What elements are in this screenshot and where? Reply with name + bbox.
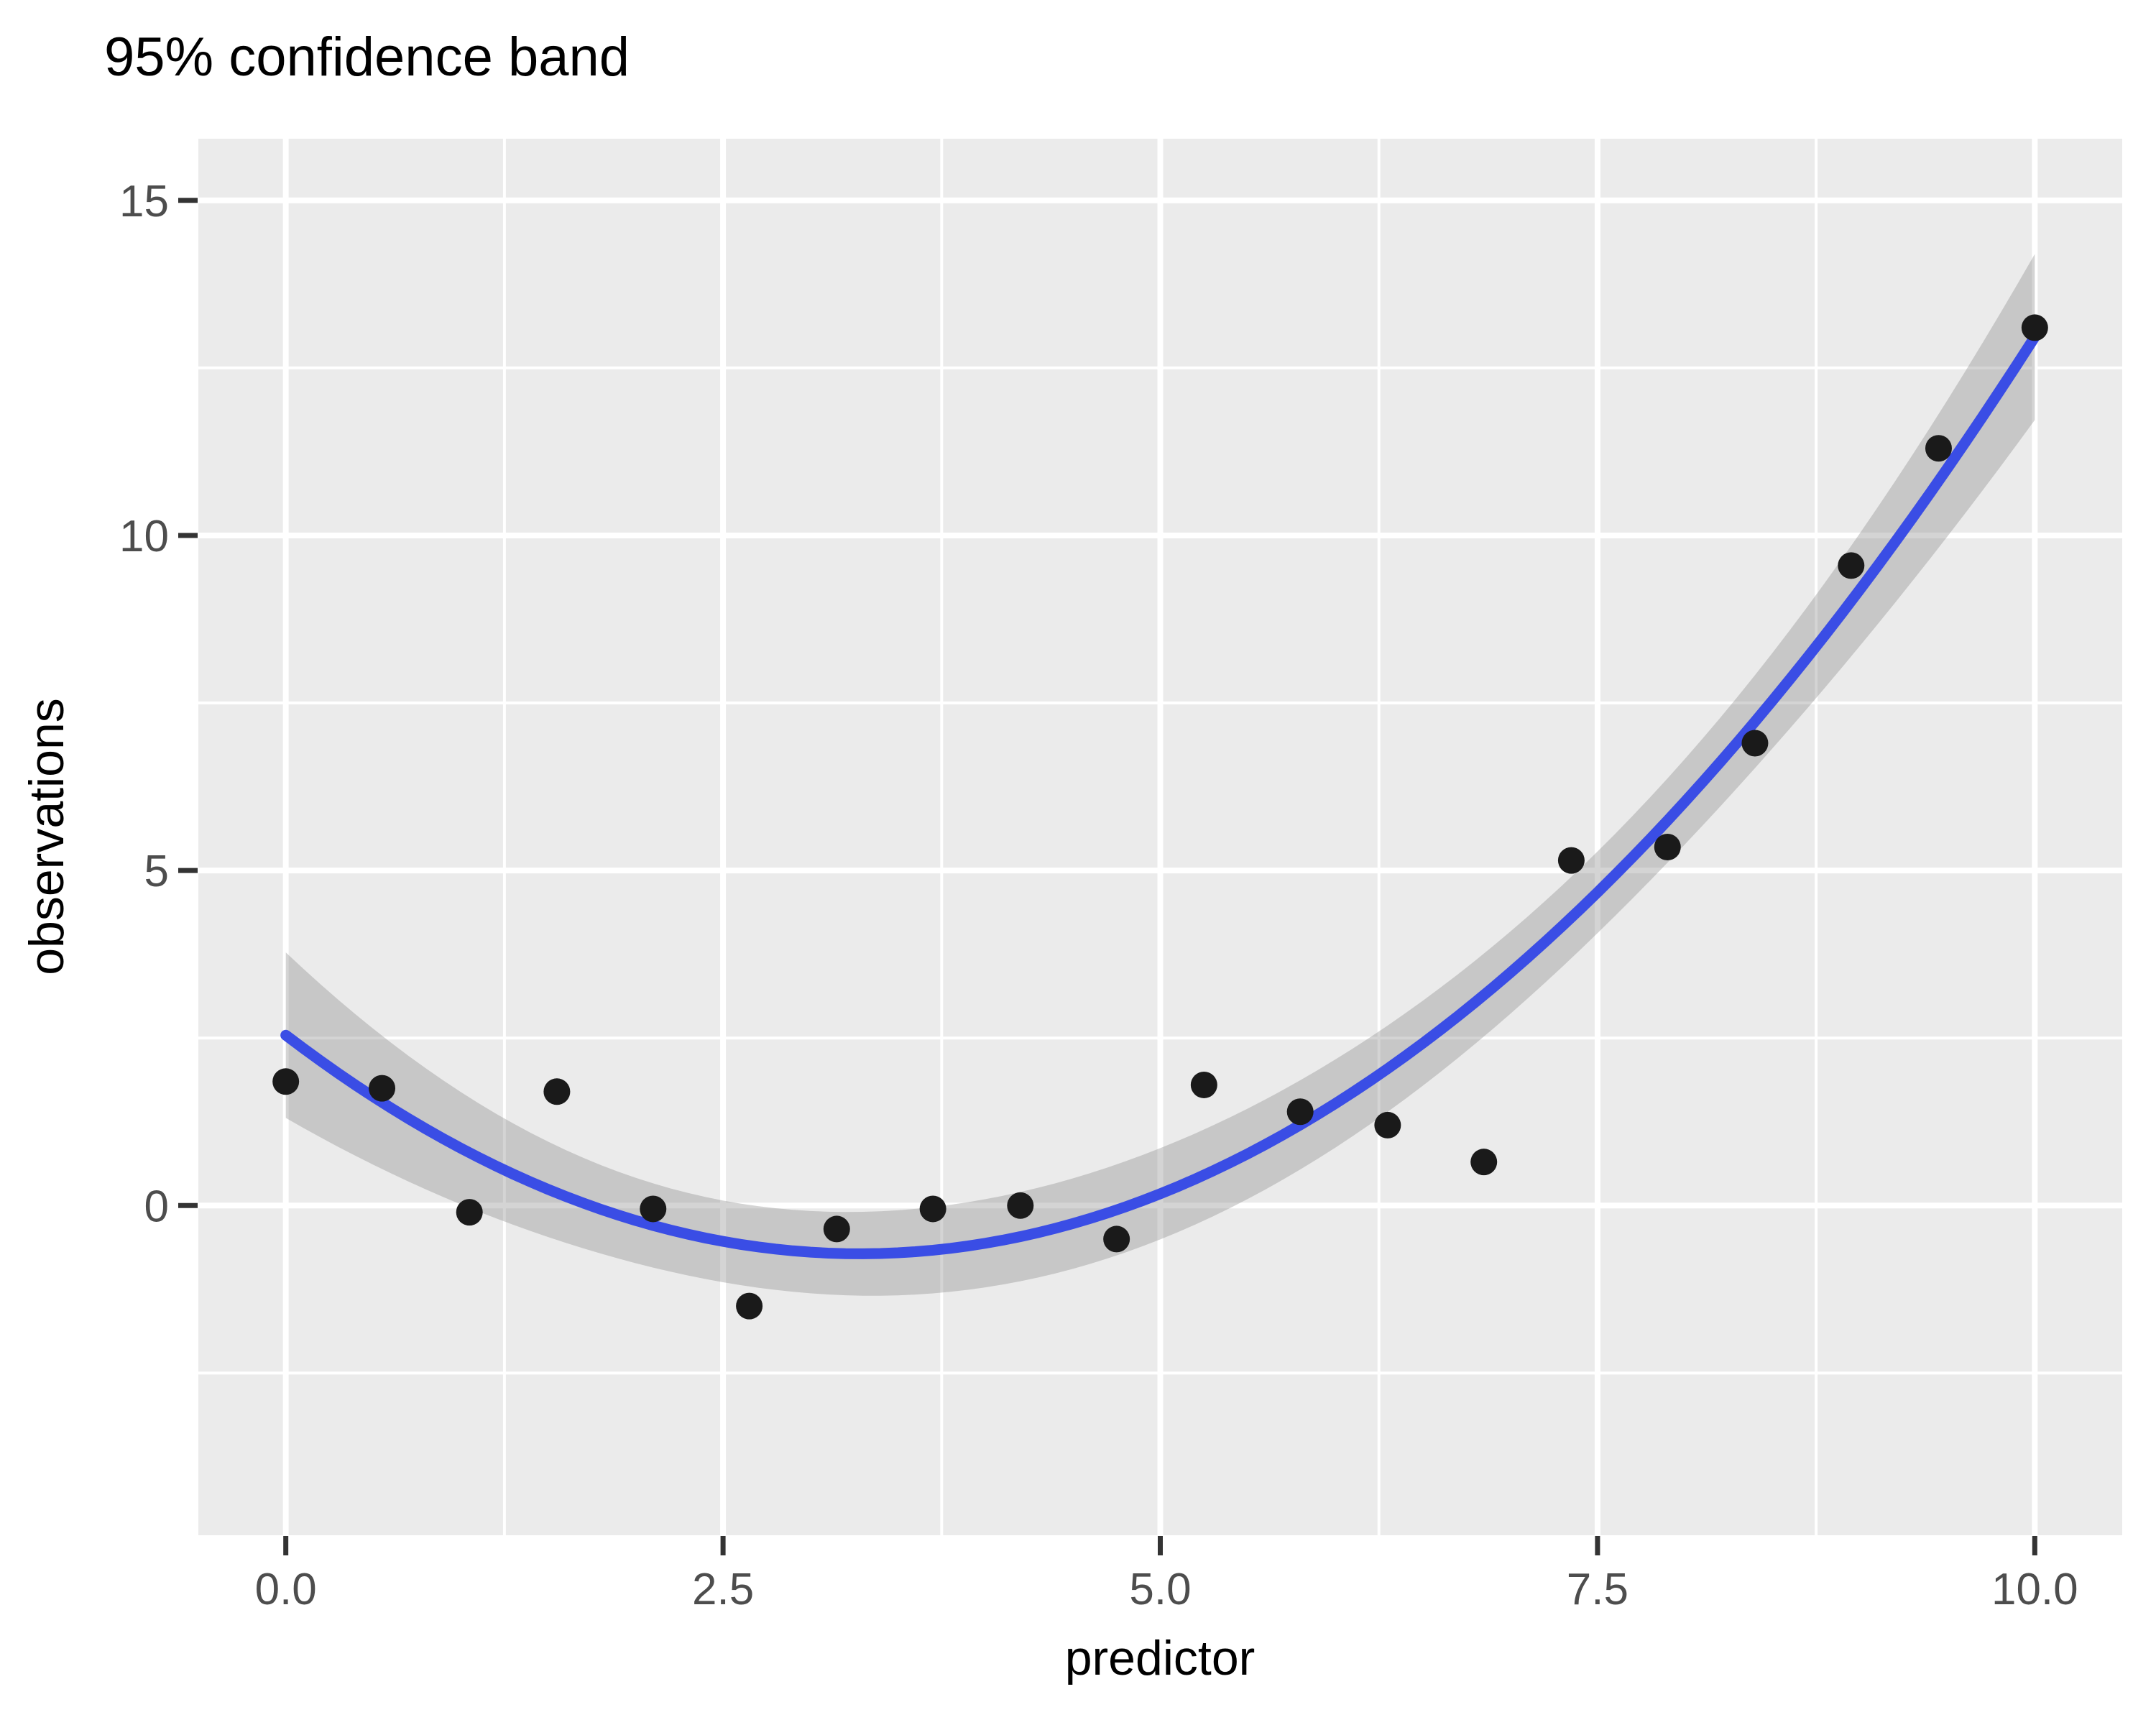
x-tick-labels: 0.0 2.5 5.0 7.5 10.0: [255, 1565, 2078, 1614]
smooth-line-path: [280, 331, 2040, 1259]
data-point: [456, 1199, 483, 1226]
data-point: [1838, 552, 1865, 579]
x-tick-label: 0.0: [255, 1565, 317, 1614]
data-point: [1190, 1071, 1217, 1098]
data-point: [272, 1068, 300, 1095]
data-point: [1925, 435, 1952, 462]
y-tick-labels: 0 5 10 15: [119, 177, 169, 1232]
data-point: [1007, 1192, 1034, 1219]
data-point: [823, 1215, 850, 1243]
x-axis-title: predictor: [1065, 1631, 1256, 1685]
y-tick-label: 15: [119, 177, 169, 226]
data-point: [919, 1195, 946, 1223]
data-point: [369, 1075, 396, 1102]
data-point: [1557, 847, 1585, 874]
data-point: [1741, 730, 1769, 757]
confidence-band-area: [285, 254, 2035, 1296]
data-point: [1654, 833, 1681, 860]
scatter-points: [272, 314, 2048, 1320]
data-point: [1286, 1098, 1314, 1126]
major-gridlines: [198, 139, 2122, 1535]
data-point: [1470, 1149, 1498, 1176]
data-point: [640, 1195, 667, 1223]
data-point: [1103, 1225, 1130, 1253]
axis-tick-marks: [178, 198, 2037, 1555]
y-axis-title: observations: [19, 698, 74, 975]
y-tick-label: 0: [144, 1182, 169, 1231]
x-tick-label: 5.0: [1129, 1565, 1191, 1614]
confidence-ribbon: [285, 254, 2035, 1296]
regression-line: [280, 331, 2040, 1259]
x-tick-label: 10.0: [1991, 1565, 2078, 1614]
data-point: [543, 1078, 571, 1105]
plot-title: 95% confidence band: [104, 27, 630, 88]
data-point: [2021, 314, 2048, 341]
y-tick-label: 10: [119, 512, 169, 561]
x-tick-label: 2.5: [692, 1565, 754, 1614]
y-tick-label: 5: [144, 847, 169, 896]
x-tick-label: 7.5: [1567, 1565, 1628, 1614]
data-point: [736, 1292, 763, 1320]
data-point: [1374, 1111, 1401, 1138]
